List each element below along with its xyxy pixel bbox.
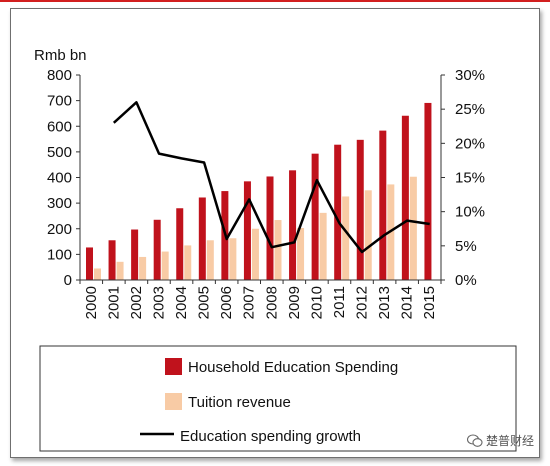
legend-swatch-spending (165, 358, 182, 375)
bar-tuition-2008 (274, 220, 282, 280)
legend-label-spending: Household Education Spending (188, 359, 398, 376)
x-tick-2000: 2000 (83, 286, 100, 319)
y-left-tick-200: 200 (47, 221, 72, 238)
x-tick-2005: 2005 (196, 286, 213, 319)
bar-tuition-2014 (409, 176, 417, 280)
y-right-tick-15%: 15% (455, 170, 485, 187)
bar-tuition-2009 (297, 227, 305, 280)
y-left-tick-400: 400 (47, 170, 72, 187)
legend-label-tuition: Tuition revenue (188, 394, 291, 411)
x-tick-2006: 2006 (218, 286, 235, 319)
bars-layer (86, 102, 432, 281)
bar-spending-2013 (379, 130, 387, 280)
y-right-tick-25%: 25% (455, 101, 485, 118)
y-right-tick-0%: 0% (455, 272, 477, 289)
top-accent-line (0, 0, 550, 2)
x-tick-2004: 2004 (173, 286, 190, 319)
y-right-tick-10%: 10% (455, 204, 485, 221)
bar-tuition-2006 (229, 238, 237, 280)
x-tick-2014: 2014 (399, 286, 416, 319)
y-right-tick-5%: 5% (455, 238, 477, 255)
bar-tuition-2001 (116, 261, 124, 280)
y-right-tick-30%: 30% (455, 67, 485, 84)
bar-spending-2002 (131, 229, 139, 280)
legend-box (39, 345, 517, 452)
y-left-tick-0: 0 (64, 272, 72, 289)
bar-spending-2015 (424, 102, 432, 281)
legend-label-growth: Education spending growth (180, 428, 361, 445)
bar-spending-2000 (86, 247, 93, 280)
bar-spending-2009 (289, 170, 297, 280)
x-tick-2002: 2002 (128, 286, 145, 319)
y-axis-left-label: Rmb bn (34, 47, 87, 64)
watermark: 楚普财经 (466, 432, 534, 449)
bar-spending-2010 (311, 153, 319, 280)
y-left-tick-500: 500 (47, 144, 72, 161)
x-tick-2001: 2001 (105, 286, 122, 319)
y-right-tick-20%: 20% (455, 135, 485, 152)
growth-line (112, 101, 430, 254)
bar-spending-2007 (243, 181, 251, 280)
axes-layer: 0 100 200 300 400 500 600 700 800 0% 5% 10% 15% 20% 25… (47, 67, 485, 319)
bar-spending-2012 (356, 139, 364, 280)
x-tick-2013: 2013 (376, 286, 393, 319)
x-tick-2010: 2010 (308, 286, 325, 319)
bar-spending-2005 (198, 197, 206, 280)
y-left-tick-100: 100 (47, 246, 72, 263)
bar-spending-2014 (401, 115, 409, 281)
x-tick-2008: 2008 (263, 286, 280, 319)
growth-line-layer (112, 101, 430, 254)
watermark-text: 楚普财经 (485, 434, 534, 448)
legend: Household Education Spending Tuition rev… (39, 345, 517, 452)
bar-tuition-2005 (206, 240, 214, 280)
bar-tuition-2000 (94, 268, 101, 280)
y-left-tick-800: 800 (47, 67, 72, 84)
bar-tuition-2004 (184, 245, 192, 280)
x-tick-2009: 2009 (286, 286, 303, 319)
bar-tuition-2011 (342, 196, 350, 280)
bar-spending-2001 (108, 240, 116, 280)
x-tick-2015: 2015 (421, 286, 438, 319)
bar-tuition-2002 (139, 256, 147, 280)
bar-tuition-2010 (319, 212, 327, 280)
bar-tuition-2003 (161, 251, 169, 280)
x-tick-2012: 2012 (354, 286, 371, 319)
y-left-tick-600: 600 (47, 118, 72, 135)
bar-tuition-2012 (364, 190, 372, 280)
bar-spending-2011 (334, 144, 342, 280)
y-left-tick-300: 300 (47, 195, 72, 212)
y-left-tick-700: 700 (47, 93, 72, 110)
wechat-icon (466, 433, 483, 447)
bar-spending-2004 (176, 208, 184, 280)
bar-tuition-2007 (251, 228, 259, 280)
x-tick-2003: 2003 (150, 286, 167, 319)
x-tick-2007: 2007 (241, 286, 258, 319)
legend-swatch-tuition (165, 393, 182, 410)
bar-spending-2003 (153, 219, 161, 280)
x-tick-2011: 2011 (331, 286, 348, 318)
bar-spending-2008 (266, 176, 274, 280)
